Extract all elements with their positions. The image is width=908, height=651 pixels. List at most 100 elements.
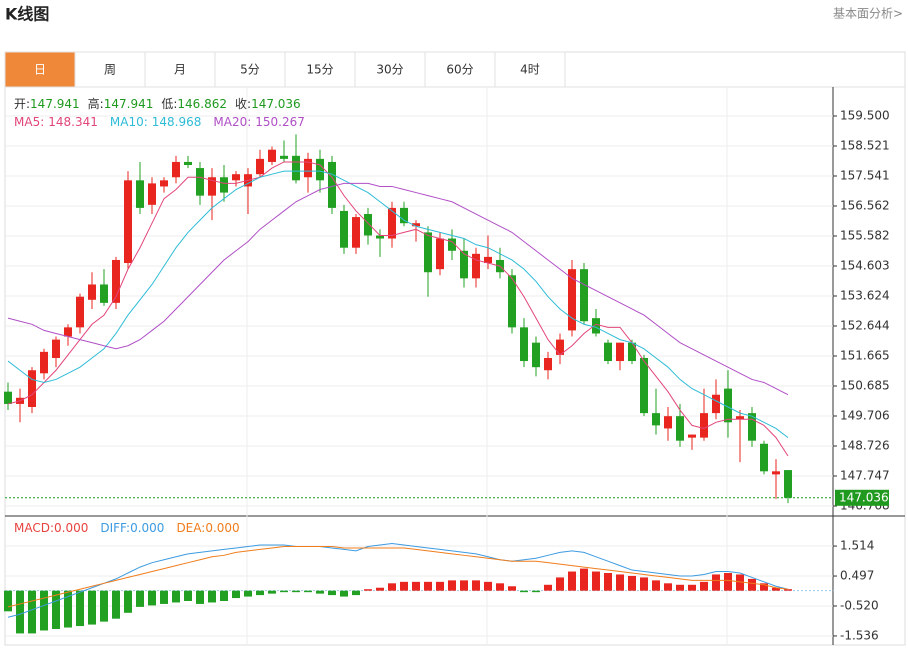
tab-label[interactable]: 周 <box>104 63 116 77</box>
candle-body <box>124 180 132 264</box>
macd-bar <box>568 571 576 591</box>
macd-bar <box>400 581 408 591</box>
macd-bar <box>760 583 768 591</box>
legend-value: 148.341 <box>48 115 98 129</box>
macd-line <box>7 543 789 618</box>
fundamental-link[interactable]: 基本面分析> <box>833 7 903 21</box>
candle-body <box>748 413 756 441</box>
tab-label[interactable]: 60分 <box>446 63 473 77</box>
candle-body <box>184 161 192 166</box>
candle-body <box>196 168 204 196</box>
candle-body <box>568 269 576 331</box>
candle-body <box>4 391 12 404</box>
macd-bar <box>244 590 252 597</box>
candle-body <box>508 275 516 328</box>
macd-bar <box>652 580 660 591</box>
candle-body <box>424 232 432 273</box>
ohlc-info: 开:147.941 高:147.941 低:146.862 收:147.036 <box>14 96 301 111</box>
legend-name: MACD: <box>14 521 54 535</box>
candle-body <box>580 269 588 322</box>
candle-body <box>256 158 264 175</box>
macd-bar <box>544 584 552 591</box>
candle-body <box>700 413 708 438</box>
legend-name: DEA: <box>176 521 205 535</box>
candle-body <box>232 174 240 181</box>
legend-name: DIFF: <box>100 521 130 535</box>
candle-body <box>676 416 684 441</box>
macd-bar <box>112 590 120 619</box>
candle-body <box>484 256 492 264</box>
macd-bar <box>220 590 228 601</box>
candle-body <box>28 370 36 407</box>
candle-body <box>652 413 660 426</box>
tab[interactable] <box>354 51 426 88</box>
tab-label[interactable]: 15分 <box>306 63 333 77</box>
candle-body <box>292 155 300 181</box>
tab-label[interactable]: 5分 <box>240 63 260 77</box>
macd-bar <box>604 572 612 591</box>
page-title: K线图 <box>5 5 49 24</box>
info-label: 高: <box>88 96 104 111</box>
info-value: 146.862 <box>177 97 227 111</box>
macd-bar <box>460 580 468 591</box>
macd-bar <box>412 581 420 591</box>
macd-bar <box>640 577 648 591</box>
y-tick-label: 148.726 <box>840 439 890 453</box>
y-tick-label: 154.603 <box>840 258 890 272</box>
y-tick-label: 159.500 <box>840 108 890 122</box>
candle-body <box>136 180 144 208</box>
macd-bar <box>472 580 480 591</box>
tab-label[interactable]: 4时 <box>520 63 540 77</box>
macd-bar <box>52 590 60 629</box>
tab[interactable] <box>494 51 566 88</box>
macd-bar <box>16 590 24 634</box>
macd-bar <box>4 590 12 612</box>
last-price-label: 147.036 <box>839 490 889 504</box>
macd-bar <box>340 590 348 597</box>
tab[interactable] <box>4 51 76 88</box>
macd-bar <box>352 590 360 596</box>
candle-body <box>736 416 744 420</box>
macd-bar <box>136 590 144 607</box>
candle-body <box>340 210 348 248</box>
candle-body <box>208 177 216 196</box>
tab[interactable] <box>214 51 286 88</box>
macd-bar <box>556 577 564 591</box>
candle-body <box>40 351 48 374</box>
macd-bar <box>580 568 588 591</box>
info-value: 147.941 <box>30 97 80 111</box>
candle-body <box>448 238 456 251</box>
candle-body <box>364 214 372 236</box>
legend-value: 150.267 <box>255 115 305 129</box>
legend-name: MA5: <box>14 115 44 129</box>
candle-body <box>772 471 780 475</box>
candle-body <box>436 238 444 270</box>
macd-bar <box>616 574 624 591</box>
tab[interactable] <box>424 51 496 88</box>
macd-bar <box>184 590 192 601</box>
candle-body <box>400 207 408 224</box>
macd-bar <box>496 583 504 591</box>
candle-body <box>64 327 72 337</box>
last-price-box <box>835 489 889 506</box>
ma-line <box>7 161 789 457</box>
candle-body <box>412 223 420 227</box>
info-label: 收: <box>235 97 251 111</box>
candle-body <box>172 161 180 178</box>
tab-label[interactable]: 30分 <box>376 63 403 77</box>
macd-bar <box>520 590 528 593</box>
macd-bar <box>28 590 36 634</box>
y-tick-label: 149.706 <box>840 408 890 422</box>
candle-body <box>112 259 120 303</box>
tab[interactable] <box>284 51 356 88</box>
ma-legend: MA5: 148.341 MA10: 148.968 MA20: 150.267 <box>14 115 305 129</box>
candle-body <box>556 339 564 355</box>
tab-label[interactable]: 日 <box>34 63 46 77</box>
macd-bar <box>208 590 216 603</box>
ma-line <box>7 182 789 396</box>
tab-label[interactable]: 月 <box>174 63 186 77</box>
macd-legend: MACD:0.000 DIFF:0.000 DEA:0.000 <box>14 521 240 535</box>
macd-bar <box>292 590 300 593</box>
macd-bar <box>388 583 396 591</box>
macd-bar <box>304 590 312 593</box>
